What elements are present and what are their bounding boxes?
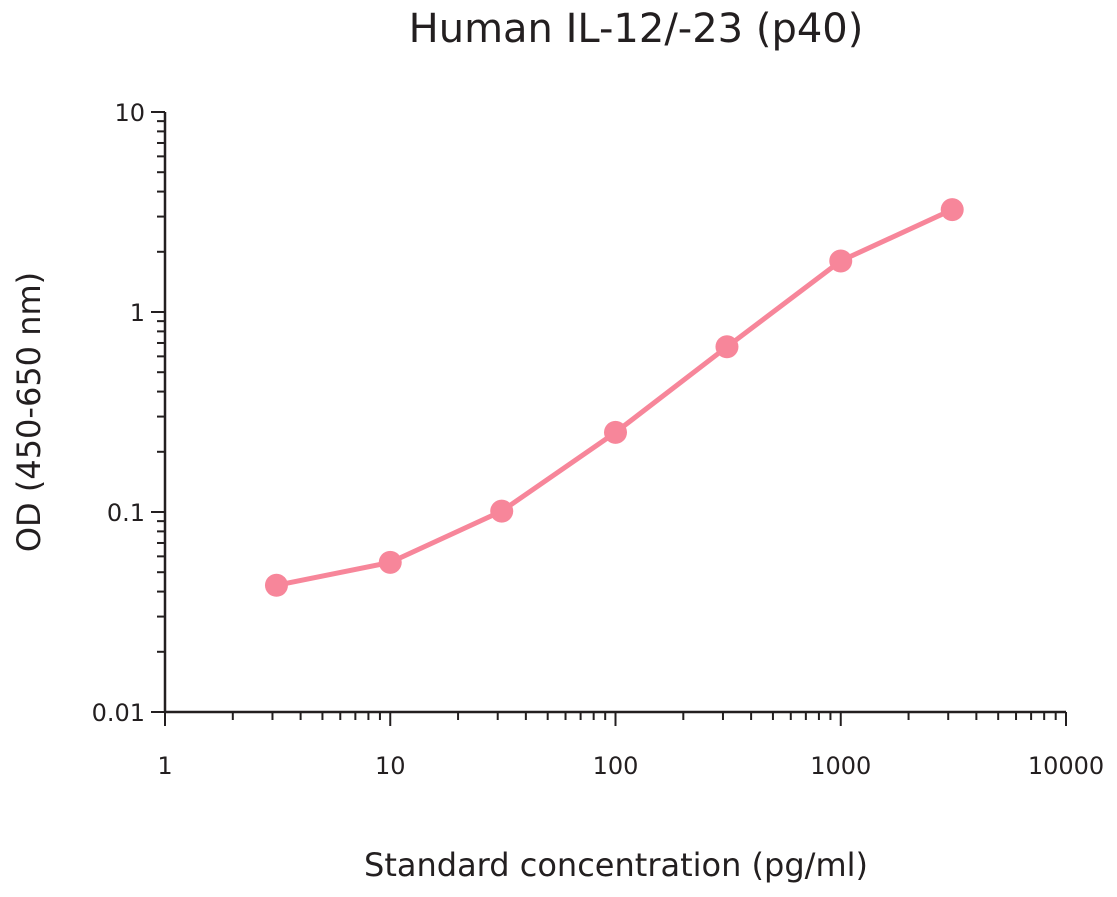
y-tick-label: 10 [114,99,145,127]
x-tick-label: 10000 [1028,752,1104,780]
x-tick-label: 1 [157,752,172,780]
x-tick-label: 1000 [810,752,871,780]
x-tick-label: 100 [593,752,639,780]
series-layer [264,198,964,597]
data-point [264,573,288,597]
data-point [715,335,739,359]
data-point [378,550,402,574]
y-tick-label: 0.1 [107,499,145,527]
data-point [490,499,514,523]
data-point [829,249,853,273]
data-point [604,420,627,444]
y-tick-label: 0.01 [92,699,145,727]
x-tick-label: 10 [375,752,406,780]
axes: 1 10 100 1000 10000 10 1 0.1 0.01 [92,99,1105,780]
chart-title: Human IL-12/-23 (p40) [409,6,864,52]
data-point [940,198,964,222]
x-axis-title: Standard concentration (pg/ml) [364,846,868,884]
y-axis-title: OD (450-650 nm) [10,272,48,552]
y-tick-label: 1 [130,299,145,327]
